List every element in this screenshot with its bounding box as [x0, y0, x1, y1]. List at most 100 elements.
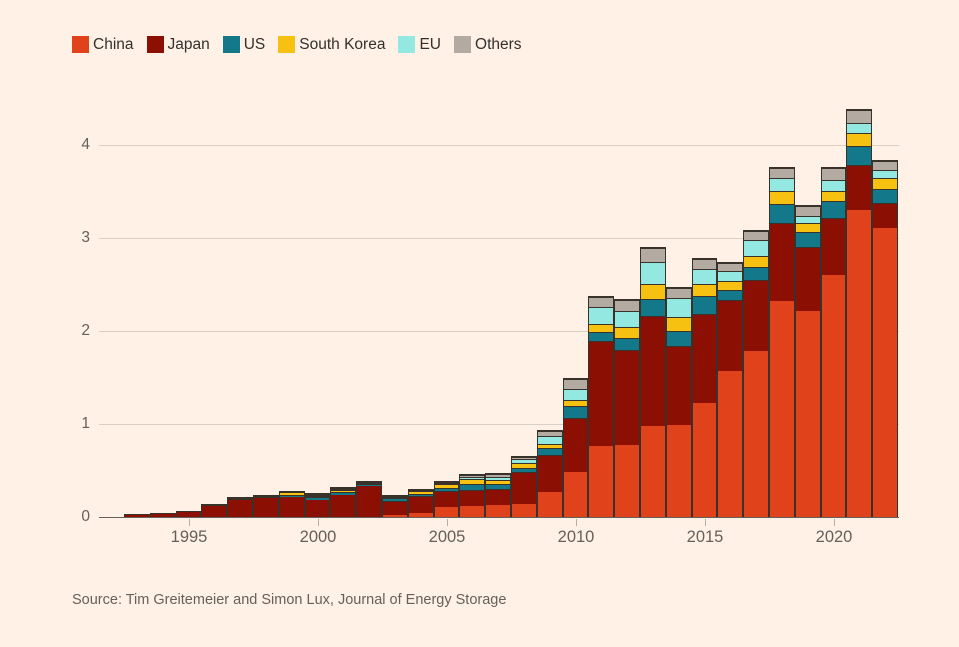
legend-swatch-icon [222, 36, 240, 53]
bar-segment-china-2010 [564, 472, 587, 517]
bar-segment-south-korea-2002 [357, 483, 381, 484]
legend-label: EU [419, 36, 442, 53]
bar-2009 [537, 430, 563, 518]
bar-segment-south-korea-2019 [796, 223, 820, 232]
bar-2008 [511, 456, 537, 518]
bar-segment-us-2015 [693, 296, 716, 314]
bar-segment-south-korea-2020 [822, 191, 845, 201]
bar-segment-eu-2015 [693, 269, 716, 284]
bar-segment-japan-2020 [822, 218, 845, 275]
bar-segment-us-2016 [718, 290, 742, 300]
bar-segment-china-2022 [873, 228, 897, 517]
bar-segment-us-2014 [667, 331, 691, 346]
bar-segment-others-2011 [589, 297, 613, 307]
bar-1997 [227, 497, 253, 518]
bar-segment-eu-2016 [718, 271, 742, 281]
bar-segment-us-1997 [228, 499, 252, 500]
bar-segment-us-2010 [564, 406, 587, 418]
bar-segment-south-korea-2016 [718, 281, 742, 290]
bar-segment-china-2020 [822, 275, 845, 517]
bar-segment-others-2020 [822, 168, 845, 180]
bar-segment-eu-2013 [641, 262, 665, 284]
bar-2021 [846, 109, 872, 518]
bar-segment-us-2003 [383, 498, 407, 501]
bar-segment-china-2021 [847, 210, 871, 517]
bar-segment-japan-2014 [667, 346, 691, 425]
bar-segment-south-korea-1999 [280, 492, 304, 495]
gridline-3 [99, 238, 899, 239]
bar-segment-eu-2014 [667, 298, 691, 317]
legend-swatch-icon [72, 36, 89, 53]
bar-segment-others-2016 [718, 263, 742, 271]
x-tick-2020 [834, 519, 835, 526]
bar-segment-south-korea-2014 [667, 317, 691, 331]
bar-segment-others-2012 [615, 300, 639, 311]
bar-segment-others-2006 [460, 475, 484, 477]
bar-segment-japan-2004 [409, 496, 433, 513]
bar-segment-south-korea-2008 [512, 463, 536, 468]
bar-segment-south-korea-2007 [486, 480, 510, 484]
bar-segment-china-2016 [718, 371, 742, 517]
bar-1998 [253, 495, 279, 518]
bar-segment-others-2014 [667, 288, 691, 298]
legend-item-south-korea: South Korea [278, 36, 385, 53]
bar-segment-japan-2008 [512, 472, 536, 504]
bar-1996 [201, 504, 227, 518]
bar-segment-south-korea-2009 [538, 444, 562, 448]
legend-label: Others [475, 36, 522, 53]
bar-segment-others-2005 [435, 482, 458, 483]
bar-segment-us-2019 [796, 232, 820, 247]
bar-segment-eu-2021 [847, 123, 871, 133]
y-tick-label-3: 3 [81, 229, 90, 246]
bar-segment-us-2008 [512, 468, 536, 472]
bar-segment-japan-2006 [460, 490, 484, 506]
bar-segment-japan-2017 [744, 280, 768, 351]
bar-2019 [795, 205, 821, 518]
bar-segment-eu-2009 [538, 436, 562, 444]
bar-segment-others-2000 [306, 494, 329, 495]
bar-segment-eu-2006 [460, 477, 484, 479]
bar-segment-china-2009 [538, 492, 562, 517]
bar-segment-japan-2015 [693, 314, 716, 403]
bar-segment-us-2012 [615, 338, 639, 350]
bar-segment-china-2008 [512, 504, 536, 517]
bar-2007 [485, 473, 511, 518]
bar-segment-japan-1994 [151, 514, 175, 517]
bar-segment-others-2002 [357, 482, 381, 483]
legend-swatch-icon [454, 36, 472, 53]
bar-segment-south-korea-2001 [331, 490, 355, 492]
bar-segment-others-2004 [409, 490, 433, 491]
bar-segment-others-2008 [512, 457, 536, 459]
legend-item-us: US [222, 36, 265, 53]
bar-segment-japan-1995 [177, 512, 200, 517]
bar-segment-china-2013 [641, 426, 665, 517]
legend: China Japan US South Korea EU Others [72, 36, 535, 53]
bar-2010 [563, 378, 588, 518]
bar-segment-us-2021 [847, 146, 871, 165]
bar-segment-others-2021 [847, 110, 871, 123]
x-tick-label-2000: 2000 [299, 528, 337, 546]
bar-segment-japan-2009 [538, 455, 562, 492]
bar-segment-others-2017 [744, 231, 768, 240]
bar-segment-japan-2010 [564, 418, 587, 472]
bar-segment-eu-2017 [744, 240, 768, 256]
bar-segment-japan-2022 [873, 203, 897, 228]
bar-2003 [382, 495, 408, 518]
bar-segment-south-korea-2005 [435, 484, 458, 488]
legend-item-eu: EU [398, 36, 441, 53]
bar-segment-south-korea-2013 [641, 284, 665, 299]
bar-2015 [692, 258, 717, 518]
bar-segment-us-2018 [770, 204, 794, 223]
bar-2013 [640, 247, 666, 518]
bar-2000 [305, 493, 330, 518]
bar-segment-japan-1996 [202, 506, 226, 517]
bar-segment-us-2013 [641, 299, 665, 316]
bar-segment-south-korea-2018 [770, 191, 794, 204]
bar-segment-japan-1993 [125, 515, 149, 517]
bar-segment-japan-2018 [770, 223, 794, 301]
bar-segment-south-korea-2022 [873, 178, 897, 189]
x-tick-2005 [447, 519, 448, 526]
bar-segment-eu-2010 [564, 389, 587, 400]
bar-segment-others-2018 [770, 168, 794, 178]
